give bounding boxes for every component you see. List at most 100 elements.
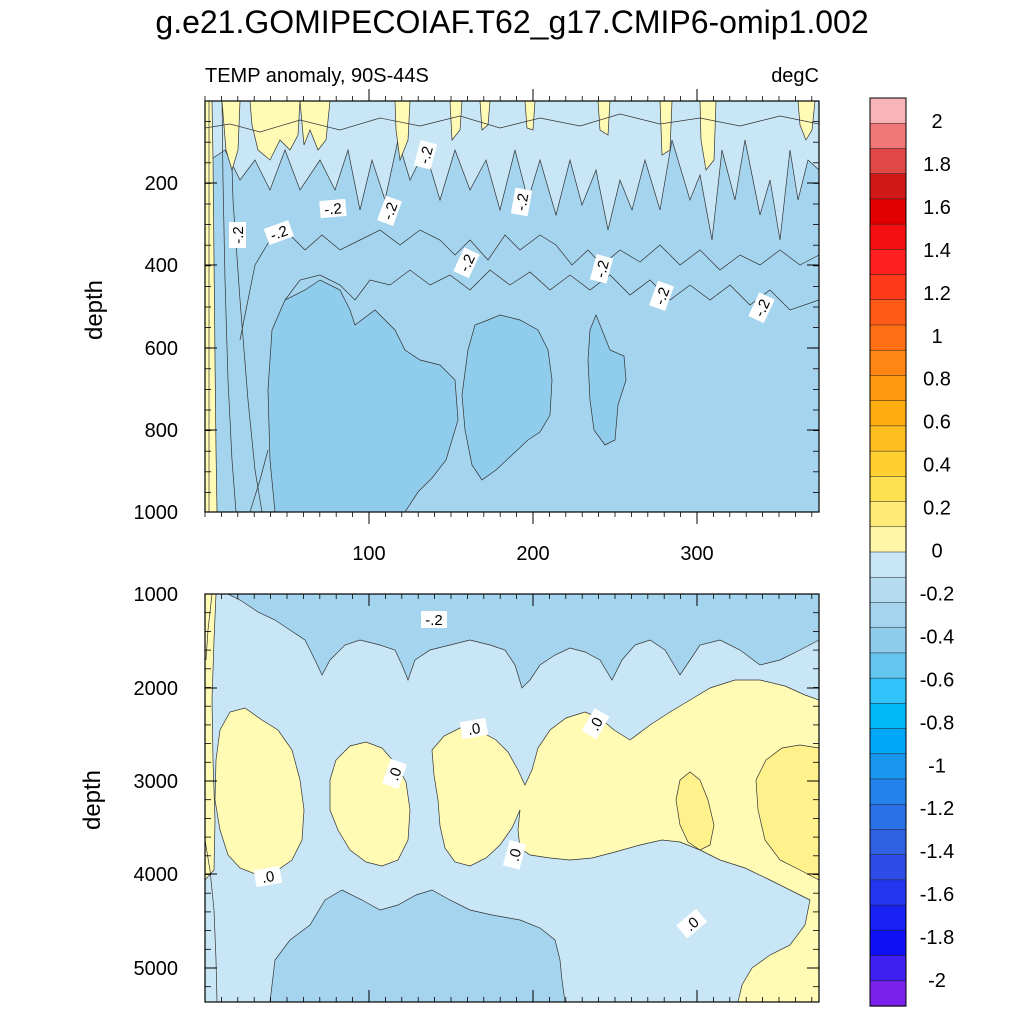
colorbar-label: -1.6 [920, 884, 954, 906]
contour-label: -.2 [748, 292, 775, 324]
colorbar-label: -0.6 [920, 669, 954, 691]
colorbar-label: 0 [931, 541, 942, 563]
colorbar-label: -2 [928, 970, 946, 992]
bottom-y-tick-label: 5000 [134, 958, 179, 980]
contour-label: -.2 [421, 611, 447, 629]
colorbar-swatch [869, 148, 907, 175]
colorbar-labels: 2 1.8 1.6 1.4 1.2 1 0.8 0.6 0.4 0.2 0 -0.2 -0.4 -0.6 -… [920, 111, 954, 992]
colorbar-label: 1.2 [923, 283, 951, 305]
contour-label: .0 [581, 708, 610, 740]
top-contour-line [221, 101, 237, 512]
colorbar-label: -0.2 [920, 583, 954, 605]
top-y-axis: 200 400 600 800 1000 depth [81, 173, 178, 524]
contour-label-text: -.2 [324, 200, 343, 218]
colorbar-label: 0.6 [923, 412, 951, 434]
contour-label: -.2 [319, 198, 347, 219]
top-y-tick-label: 200 [145, 173, 178, 195]
contour-label: -.2 [589, 254, 614, 284]
contour-label-text: .0 [260, 868, 275, 887]
contour-label: .0 [502, 840, 527, 870]
colorbar-swatch [869, 829, 907, 856]
bottom-y-tick-label: 4000 [134, 864, 179, 886]
top-x-tick-label: 200 [516, 543, 549, 565]
top-y-tick-label: 400 [145, 255, 178, 277]
bottom-panel: -.2 .0 .0 .0 .0 .0 .0 1000 2000 3000 4000 5000… [79, 584, 820, 1003]
contour-label-text: -.2 [230, 226, 247, 244]
top-x-tick-label: 300 [680, 543, 713, 565]
colorbar-swatch [869, 879, 907, 906]
bottom-y-axis: 1000 2000 3000 4000 5000 depth [79, 584, 178, 980]
colorbar-swatch [869, 980, 907, 1007]
colorbar-swatch [869, 349, 907, 377]
bottom-y-tick-label: 1000 [134, 584, 179, 606]
top-y-axis-label: depth [81, 280, 108, 340]
colorbar-swatch [869, 526, 907, 553]
colorbar-swatch [869, 904, 907, 931]
contour-label: -.2 [453, 247, 480, 279]
contour-label-text: -.2 [456, 252, 479, 275]
colorbar-swatch [869, 602, 907, 629]
top-x-axis: 100 200 300 [352, 543, 713, 565]
colorbar-swatch [869, 122, 907, 150]
colorbar-swatch [869, 375, 907, 402]
colorbar-label: -1.2 [920, 798, 954, 820]
colorbar-label: 1.8 [923, 154, 951, 176]
colorbar-label: 0.8 [923, 369, 951, 391]
contour-label-text: .0 [466, 720, 481, 739]
colorbar-swatch [869, 753, 907, 780]
contour-label-text: -.2 [268, 222, 290, 244]
colorbar-swatch [869, 299, 907, 326]
top-subtitle-left: TEMP anomaly, 90S-44S [205, 65, 429, 87]
top-subtitle-right: degC [771, 65, 819, 87]
top-x-tick-label: 100 [352, 543, 385, 565]
bottom-contour-labels: -.2 .0 .0 .0 .0 .0 .0 [253, 611, 708, 939]
contour-label-text: .0 [385, 765, 405, 783]
top-contour-line [249, 449, 269, 512]
top-contour-labels: -.2 -.2 -.2 -.2 -.2 -.2 -.2 -.2 -.2 -.2 [229, 140, 775, 324]
colorbar-label: -0.8 [920, 712, 954, 734]
colorbar-swatch [869, 955, 907, 982]
contour-label-text: -.2 [416, 144, 437, 165]
contour-label: -.2 [413, 140, 438, 170]
top-contour-line [284, 269, 819, 311]
colorbar-swatch [869, 223, 907, 250]
top-contour-line [239, 229, 819, 341]
colorbar [869, 97, 907, 1007]
top-blob-dark [461, 314, 553, 481]
colorbar-swatch [869, 97, 907, 124]
contour-label-text: -.2 [751, 297, 774, 320]
contour-label-text: -.2 [425, 612, 443, 629]
bottom-contour-line [205, 839, 218, 1002]
bottom-axis-ticks [204, 593, 819, 1002]
contour-label: -.2 [229, 222, 247, 248]
colorbar-swatch [869, 778, 907, 805]
colorbar-frame [869, 97, 907, 1007]
colorbar-swatch [869, 324, 907, 351]
top-blob-dark [267, 279, 459, 512]
bottom-y-tick-label: 2000 [134, 678, 179, 700]
colorbar-swatch [869, 703, 907, 730]
contour-label: .0 [382, 758, 407, 789]
colorbar-swatch [869, 400, 907, 427]
colorbar-swatch [869, 930, 907, 957]
colorbar-label: 1.4 [923, 240, 951, 262]
bottom-plot-frame [204, 593, 820, 1003]
top-plot-frame [204, 100, 820, 513]
contour-label: .0 [253, 865, 283, 888]
colorbar-label: 1.6 [923, 197, 951, 219]
colorbar-swatch [869, 249, 907, 276]
bottom-yellow-core [675, 771, 715, 851]
bottom-contour-fill [205, 594, 819, 1002]
contour-label-text: -.2 [592, 258, 613, 279]
colorbar-swatch [869, 652, 907, 679]
top-y-tick-label: 800 [145, 420, 178, 442]
contour-label-text: -.2 [651, 285, 673, 307]
colorbar-swatch [869, 803, 907, 831]
colorbar-label: -1.8 [920, 927, 954, 949]
chart-title: g.e21.GOMIPECOIAF.T62_g17.CMIP6-omip1.00… [155, 4, 869, 40]
contour-label: .0 [459, 717, 489, 740]
bottom-band-low [269, 889, 566, 1002]
contour-label-text: .0 [506, 847, 526, 863]
top-y-tick-label: 600 [145, 338, 178, 360]
